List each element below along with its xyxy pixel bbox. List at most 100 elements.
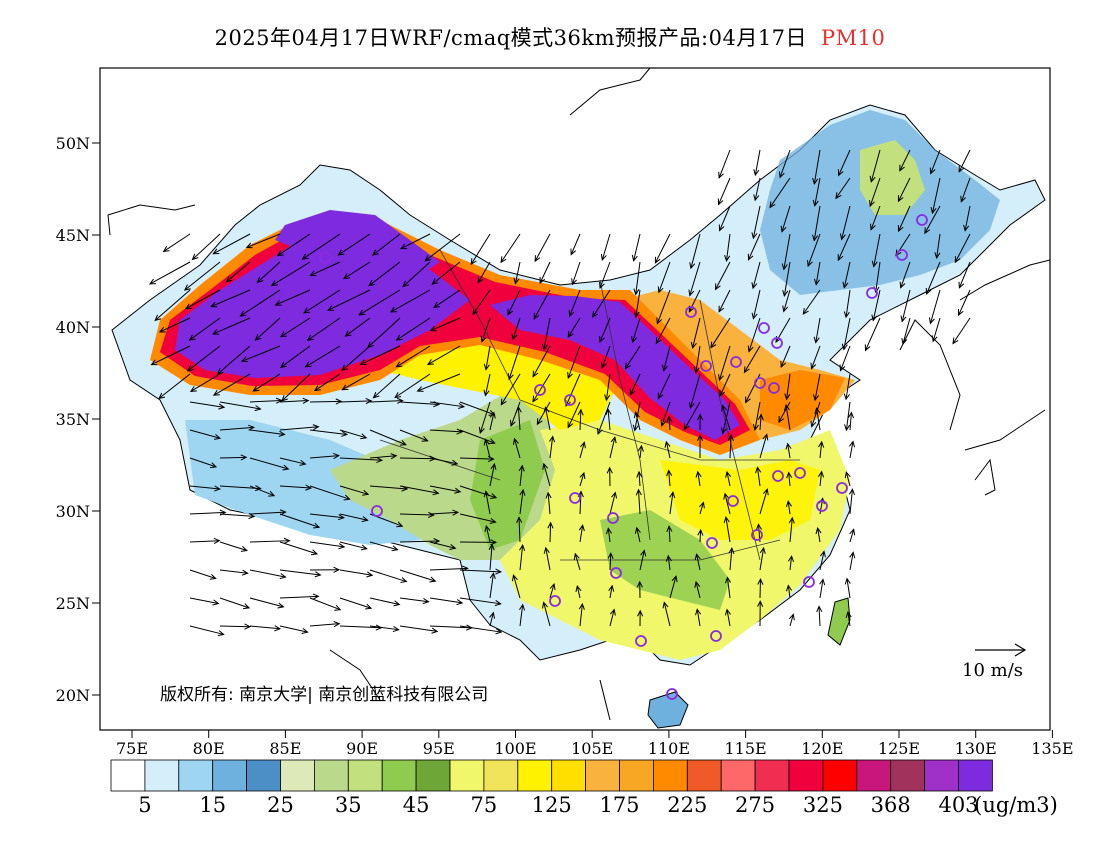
wind-arrow bbox=[516, 516, 523, 543]
wind-arrow bbox=[957, 289, 971, 317]
wind-arrow bbox=[599, 317, 611, 343]
city-marker bbox=[607, 512, 619, 524]
wind-arrow bbox=[158, 373, 191, 400]
wind-arrow bbox=[752, 401, 761, 432]
wind-arrow bbox=[637, 609, 644, 627]
wind-arrow bbox=[631, 317, 641, 344]
wind-arrow bbox=[483, 438, 491, 459]
wind-arrow bbox=[810, 401, 821, 428]
wind-arrow bbox=[239, 289, 281, 317]
wind-arrow bbox=[429, 457, 459, 466]
wind-arrow bbox=[459, 429, 496, 445]
colorbar-tick-label: 325 bbox=[803, 793, 843, 817]
wind-arrow bbox=[813, 317, 821, 344]
wind-arrow bbox=[545, 491, 552, 515]
lon-label-125E: 125E bbox=[878, 739, 920, 758]
colorbar-tick-label: 75 bbox=[471, 793, 498, 817]
wind-arrow bbox=[276, 233, 311, 257]
wind-arrow bbox=[189, 373, 221, 392]
wind-arrow bbox=[785, 500, 792, 515]
wind-arrow bbox=[816, 605, 823, 627]
wind-arrow bbox=[369, 597, 401, 607]
wind-arrow bbox=[339, 597, 373, 610]
wind-arrow bbox=[399, 485, 440, 496]
wind-arrow bbox=[960, 177, 971, 203]
wind-arrow bbox=[807, 233, 821, 268]
wind-arrow bbox=[189, 597, 220, 606]
wind-arrow bbox=[274, 289, 311, 306]
region-hainan bbox=[647, 691, 689, 729]
colorbar-tick-label: 45 bbox=[403, 793, 430, 817]
colorbar-swatch bbox=[110, 759, 146, 792]
region-taiwan bbox=[827, 597, 851, 646]
wind-arrow bbox=[848, 488, 855, 515]
wind-arrow bbox=[571, 261, 581, 286]
wind-arrow bbox=[579, 441, 586, 459]
wind-arrow bbox=[958, 149, 971, 173]
latitude-axis: 50N 45N 40N 35N 30N 25N 20N bbox=[56, 134, 100, 705]
wind-arrow bbox=[812, 149, 821, 185]
wind-arrow bbox=[341, 345, 371, 372]
wind-arrow bbox=[753, 149, 761, 177]
wind-arrow bbox=[219, 569, 249, 576]
wind-arrow bbox=[189, 537, 221, 544]
wind-arrow bbox=[694, 580, 701, 599]
wind-arrow bbox=[369, 429, 407, 446]
wind-arrow bbox=[270, 261, 311, 287]
colorbar-tick-label: 125 bbox=[532, 793, 572, 817]
wind-arrow bbox=[189, 457, 218, 469]
wind-arrow bbox=[624, 345, 641, 370]
wind-arrow bbox=[632, 401, 641, 432]
wind-arrow bbox=[751, 261, 761, 290]
lon-label-105E: 105E bbox=[571, 739, 613, 758]
wind-arrow bbox=[837, 149, 851, 177]
wind-arrow bbox=[534, 233, 551, 263]
colorbar-swatch bbox=[788, 759, 824, 792]
wind-arrow bbox=[664, 440, 671, 459]
lat-label-45N: 45N bbox=[56, 226, 90, 245]
wind-arrow bbox=[818, 470, 825, 487]
wind-arrow bbox=[426, 345, 461, 365]
colorbar-swatch bbox=[856, 759, 892, 792]
wind-arrow bbox=[727, 434, 734, 459]
wind-arrow bbox=[399, 625, 439, 634]
wind-arrow bbox=[747, 317, 761, 353]
colorbar-tick-label: 5 bbox=[138, 793, 151, 817]
city-marker bbox=[564, 394, 576, 406]
wind-arrow bbox=[219, 454, 248, 461]
province-boundaries bbox=[379, 249, 800, 561]
wind-arrow bbox=[301, 233, 341, 260]
wind-arrow bbox=[780, 345, 791, 369]
wind-arrow bbox=[304, 345, 341, 368]
wind-arrow bbox=[249, 429, 286, 437]
wind-arrow bbox=[399, 597, 430, 605]
wind-arrow bbox=[212, 373, 251, 396]
wind-arrow bbox=[637, 444, 644, 459]
wind-arrow bbox=[429, 597, 464, 606]
wind-arrow bbox=[532, 345, 551, 378]
wind-arrow bbox=[718, 205, 731, 232]
colorbar-swatch bbox=[246, 759, 281, 792]
wind-arrow bbox=[600, 233, 611, 261]
wind-arrow bbox=[723, 492, 731, 515]
wind-arrow bbox=[395, 317, 431, 341]
wind-arrow bbox=[400, 233, 431, 250]
wind-arrow bbox=[929, 149, 941, 175]
wind-arrow bbox=[660, 401, 671, 427]
wind-arrow bbox=[782, 261, 791, 297]
wind-arrow bbox=[812, 373, 821, 402]
wind-arrow bbox=[395, 345, 431, 368]
wind-arrow bbox=[212, 233, 251, 255]
wind-arrow bbox=[339, 541, 368, 551]
wind-arrow bbox=[930, 177, 941, 215]
wind-arrow bbox=[309, 429, 349, 437]
wind-arrow bbox=[759, 546, 766, 571]
colorbar-swatch bbox=[313, 759, 349, 792]
pollution-field bbox=[107, 68, 1050, 729]
wind-arrow bbox=[532, 373, 551, 403]
city-marker bbox=[772, 470, 784, 482]
wind-arrow bbox=[844, 401, 851, 432]
wind-arrow bbox=[472, 289, 491, 316]
wind-arrow bbox=[515, 405, 522, 431]
wind-arrow bbox=[249, 597, 285, 609]
